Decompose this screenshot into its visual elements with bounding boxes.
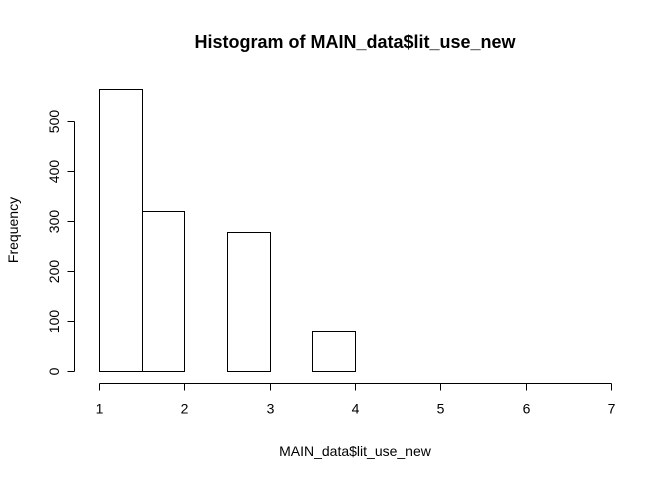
x-axis: 1 2 3 4 5 6 7 bbox=[96, 383, 616, 417]
histogram-bar bbox=[227, 232, 271, 372]
y-axis-label: Frequency bbox=[5, 197, 21, 263]
y-axis: 0 100 200 300 400 500 bbox=[46, 110, 75, 375]
histogram-bars bbox=[99, 89, 356, 372]
histogram-bar bbox=[99, 89, 143, 372]
y-tick-label: 400 bbox=[46, 160, 62, 184]
x-tick-label: 4 bbox=[352, 401, 360, 417]
x-tick-label: 6 bbox=[523, 401, 531, 417]
x-axis-label: MAIN_data$lit_use_new bbox=[279, 443, 432, 459]
x-tick-label: 7 bbox=[608, 401, 616, 417]
y-tick-label: 0 bbox=[46, 367, 62, 375]
x-tick-label: 2 bbox=[181, 401, 189, 417]
chart-title: Histogram of MAIN_data$lit_use_new bbox=[194, 32, 516, 52]
x-tick-label: 3 bbox=[267, 401, 275, 417]
x-tick-label: 5 bbox=[437, 401, 445, 417]
histogram-bar bbox=[312, 331, 356, 372]
y-tick-label: 200 bbox=[46, 260, 62, 284]
y-tick-label: 100 bbox=[46, 310, 62, 334]
histogram-bar bbox=[142, 211, 185, 372]
y-tick-label: 300 bbox=[46, 210, 62, 234]
y-tick-label: 500 bbox=[46, 110, 62, 134]
x-tick-label: 1 bbox=[96, 401, 104, 417]
